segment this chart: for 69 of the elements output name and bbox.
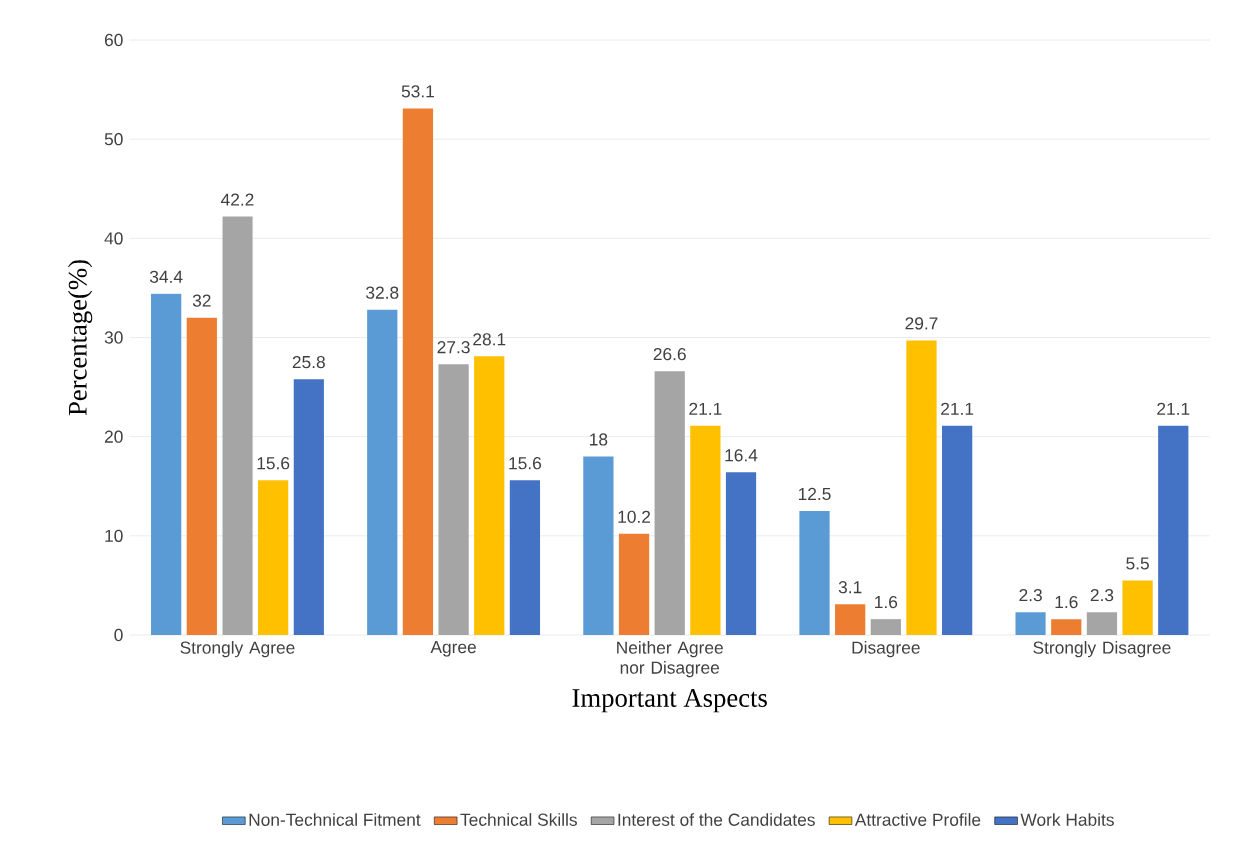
data-label: 16.4 (725, 449, 758, 462)
legend-label: Non-Technical Fitment (249, 813, 421, 826)
bar (1051, 619, 1082, 636)
data-label: 5.5 (1126, 557, 1149, 570)
bar (367, 309, 398, 636)
data-label: 25.8 (292, 356, 325, 369)
bar (438, 364, 469, 636)
data-label: 1.6 (875, 596, 898, 609)
bar (474, 356, 505, 636)
bar (690, 425, 721, 636)
bar (654, 371, 685, 636)
data-label: 21.1 (1157, 402, 1190, 415)
data-label: 26.6 (653, 348, 686, 361)
y-tick-label: 10 (105, 529, 123, 543)
y-tick-label: 20 (104, 430, 123, 443)
data-label: 15.6 (257, 457, 290, 470)
bar (835, 604, 866, 636)
bar (509, 480, 541, 636)
legend-label: Interest of the Candidates (618, 813, 815, 826)
data-label: 21.1 (941, 402, 974, 415)
data-label: 32.8 (366, 286, 399, 299)
legend-label: Attractive Profile (854, 813, 981, 826)
x-tick-label: Neither Agree nor Disagree (617, 641, 723, 678)
data-label: 53.1 (401, 85, 434, 98)
bar (402, 108, 434, 636)
bar (258, 480, 289, 636)
data-label: 29.7 (905, 317, 938, 330)
legend-label: Technical Skills (460, 813, 577, 826)
bar (1122, 580, 1153, 636)
bar (942, 425, 973, 636)
bar (583, 456, 614, 636)
y-tick-label: 30 (104, 331, 123, 344)
bar (725, 472, 757, 636)
bar (186, 317, 217, 636)
x-tick-label: Disagree (852, 641, 920, 658)
data-label: 15.6 (509, 457, 542, 470)
y-axis-title: Percentage(%) (67, 260, 93, 416)
bar (1086, 612, 1118, 636)
data-label: 32 (192, 294, 211, 307)
data-label: 12.5 (798, 487, 831, 501)
data-label: 1.6 (1055, 596, 1078, 609)
bar (293, 379, 324, 636)
bar (151, 293, 182, 636)
bar (870, 619, 901, 636)
data-label: 3.1 (838, 581, 862, 594)
x-tick-label: Strongly Disagree (1033, 641, 1171, 658)
y-tick-label: 40 (104, 232, 123, 245)
legend-label: Work Habits (1020, 813, 1114, 826)
data-label: 18 (590, 433, 608, 446)
bar (1158, 425, 1189, 636)
data-label: 2.3 (1019, 589, 1042, 602)
data-label: 27.3 (437, 341, 470, 354)
x-tick-label: Agree (430, 641, 476, 657)
bar (799, 511, 830, 636)
data-label: 2.3 (1090, 589, 1114, 602)
data-label: 42.2 (220, 193, 254, 206)
data-label: 28.1 (473, 333, 506, 346)
x-axis-title: Important Aspects (572, 689, 767, 713)
bar (222, 216, 253, 636)
y-tick-label: 50 (104, 133, 123, 146)
bar (906, 340, 937, 636)
bar (1015, 612, 1046, 636)
data-label: 10.2 (618, 510, 651, 524)
y-tick-label: 0 (114, 628, 123, 642)
x-tick-label: Strongly Agree (180, 641, 295, 658)
y-tick-label: 60 (104, 33, 123, 47)
bar (618, 533, 650, 636)
data-label: 34.4 (149, 270, 183, 284)
data-label: 21.1 (689, 402, 722, 415)
